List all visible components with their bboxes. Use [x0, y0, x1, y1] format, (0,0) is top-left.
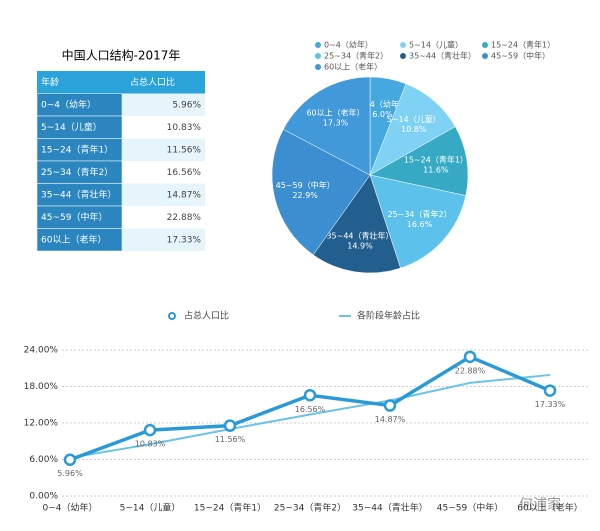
table-header-bg: [37, 71, 205, 94]
table-header-cell: 年龄: [41, 76, 59, 88]
series-line: [69, 373, 551, 459]
pie-slice: [369, 126, 469, 196]
table-value-cell-bg: [122, 161, 205, 184]
legend-label: 60以上（老年）: [324, 62, 382, 72]
x-tick-label: 35~44（青壮年）: [352, 502, 427, 514]
slice-value-label: 16.6%: [407, 220, 433, 229]
table-value-cell-bg: [122, 206, 205, 229]
legend-marker: [482, 53, 488, 59]
x-tick-label: 0~4（幼年）: [43, 502, 98, 514]
table-value-cell: 10.83%: [167, 123, 202, 133]
slice-label: 15~24（青年1）: [404, 154, 468, 164]
legend-label: 各阶段年龄占比: [357, 310, 420, 322]
data-point: [143, 423, 157, 437]
pie-slice: [369, 83, 456, 176]
slice-label: 35~44（青壮年）: [326, 230, 393, 240]
legend-label: 占总人口比: [184, 310, 229, 322]
slice-label: 60以上（老年）: [306, 107, 364, 117]
table-value-cell: 16.56%: [167, 168, 202, 178]
x-tick-label: 60以上（老年）: [517, 502, 582, 514]
slice-label: 5~14（儿童）: [387, 114, 441, 124]
y-tick-label: 24.00%: [24, 346, 59, 356]
data-label: 5.96%: [57, 469, 83, 478]
table-value-cell: 17.33%: [167, 235, 202, 245]
slice-label: 25~34（青年2）: [387, 209, 451, 219]
y-tick-label: 18.00%: [24, 382, 59, 392]
x-tick-label: 45~59（中年）: [437, 502, 503, 514]
table-value-cell-bg: [122, 138, 205, 161]
table-label-cell: 0~4（幼年）: [41, 98, 96, 110]
data-label: 22.88%: [455, 366, 486, 375]
data-label: 10.83%: [135, 440, 166, 449]
data-point: [383, 399, 397, 412]
y-tick-label: 0.00%: [29, 492, 58, 502]
data-label: 14.87%: [375, 415, 406, 424]
data-label: 11.56%: [215, 435, 246, 444]
y-tick-label: 12.00%: [24, 419, 59, 429]
slice-value-label: 10.8%: [401, 125, 427, 134]
x-tick-label: 25~34（青年2）: [274, 502, 346, 514]
table-value-cell-bg: [122, 228, 205, 251]
table-label-cell: 45~59（中年）: [41, 211, 107, 223]
legend-marker: [168, 312, 176, 320]
table-value-cell: 14.87%: [167, 190, 202, 200]
slice-value-label: 14.9%: [347, 241, 373, 250]
table-value-cell: 5.96%: [172, 100, 201, 110]
table-value-cell-bg: [122, 183, 205, 206]
slice-value-label: 17.3%: [323, 118, 349, 127]
data-point: [223, 419, 237, 432]
table-value-cell-bg: [122, 116, 205, 139]
table-label-cell: 35~44（青壮年）: [41, 188, 116, 200]
legend-marker: [315, 64, 321, 70]
pie-slice: [369, 174, 467, 269]
y-tick-label: 6.00%: [29, 455, 58, 465]
legend-marker: [400, 53, 406, 59]
legend-marker: [315, 53, 321, 59]
table-value-cell: 22.88%: [167, 213, 202, 223]
watermark: 何浦家: [519, 496, 561, 513]
legend-label: 5~14（儿童）: [409, 40, 463, 50]
data-label: 16.56%: [295, 405, 326, 414]
data-point: [303, 389, 317, 402]
legend-label: 45~59（中年）: [491, 51, 550, 61]
pie-slice: [282, 76, 371, 176]
pie-slice: [312, 174, 401, 274]
table-value-cell-bg: [122, 93, 205, 116]
data-point: [63, 453, 77, 466]
slice-label: 0~4（幼年）: [358, 99, 407, 109]
table-header-cell: 占总人口比: [130, 76, 175, 88]
x-tick-label: 5~14（儿童）: [120, 502, 181, 514]
data-label: 17.33%: [535, 400, 566, 409]
slice-value-label: 11.6%: [423, 165, 449, 174]
legend-marker: [482, 42, 488, 48]
legend-label: 0~4（幼年）: [324, 40, 373, 50]
slice-label: 45~59（中年）: [276, 180, 335, 190]
table-label-cell: 60以上（老年）: [41, 233, 106, 245]
slice-value-label: 6.0%: [372, 110, 393, 119]
table-label-cell: 5~14（儿童）: [41, 121, 102, 133]
data-point: [543, 384, 557, 397]
table-value-cell: 11.56%: [167, 145, 202, 155]
x-tick-label: 15~24（青年1）: [194, 502, 266, 514]
slice-value-label: 22.9%: [292, 191, 318, 200]
legend-label: 15~24（青年1）: [491, 40, 555, 50]
legend-marker: [400, 42, 406, 48]
legend-label: 35~44（青壮年）: [409, 51, 476, 61]
table-label-cell: 15~24（青年1）: [41, 143, 113, 155]
pie-slice: [271, 128, 371, 256]
legend-label: 25~34（青年2）: [324, 51, 388, 61]
table-label-cell: 25~34（青年2）: [41, 166, 113, 178]
data-point: [463, 350, 477, 364]
table-title: 中国人口结构-2017年: [62, 48, 181, 63]
legend-marker: [315, 42, 321, 48]
